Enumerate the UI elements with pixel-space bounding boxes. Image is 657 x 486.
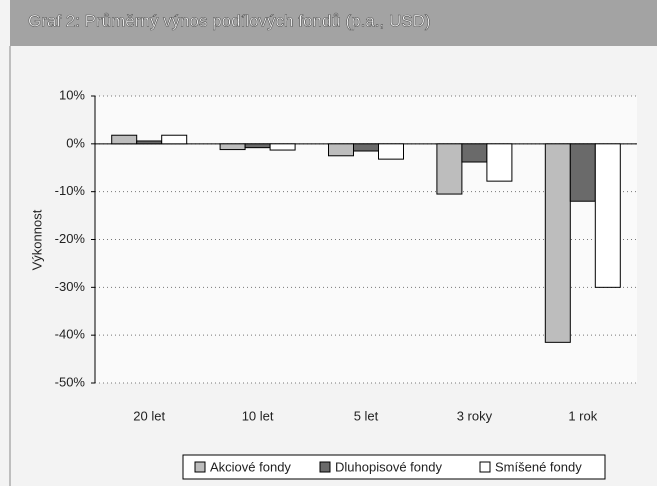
- legend-label: Smíšené fondy: [495, 459, 582, 474]
- x-tick-label: 5 let: [354, 408, 379, 423]
- x-tick-label: 20 let: [133, 408, 165, 423]
- bar: [436, 143, 463, 195]
- bar: [328, 143, 354, 157]
- bar: [486, 143, 513, 182]
- bar: [161, 134, 188, 145]
- bar: [378, 143, 404, 160]
- legend-swatch: [479, 461, 491, 473]
- bar: [136, 140, 163, 145]
- bar: [461, 143, 488, 163]
- y-tick-label: -50%: [55, 374, 86, 389]
- bar: [569, 143, 596, 202]
- bar: [544, 143, 571, 343]
- bar: [594, 143, 621, 288]
- legend-box: [182, 454, 606, 480]
- legend-label: Dluhopisové fondy: [335, 459, 442, 474]
- x-tick-label: 10 let: [242, 408, 274, 423]
- bar: [219, 143, 246, 151]
- y-tick-label: -10%: [55, 183, 86, 198]
- x-tick-label: 1 rok: [568, 408, 597, 423]
- y-tick-label: -20%: [55, 231, 86, 246]
- y-tick-label: -30%: [55, 279, 86, 294]
- legend-swatch: [319, 461, 331, 473]
- y-tick-label: -40%: [55, 327, 86, 342]
- bar: [269, 143, 296, 151]
- y-axis-label: Výkonnost: [29, 209, 44, 270]
- bar: [244, 143, 271, 149]
- y-tick-label: 10%: [59, 87, 85, 102]
- y-tick-label: 0%: [66, 135, 85, 150]
- legend-swatch: [194, 461, 206, 473]
- x-tick-label: 3 roky: [457, 408, 493, 423]
- legend-label: Akciové fondy: [210, 459, 291, 474]
- bar: [111, 134, 138, 145]
- bar: [353, 143, 379, 152]
- title-bar: [10, 0, 657, 46]
- chart-title: Graf 2: Průměrný výnos podílových fondů …: [28, 11, 431, 30]
